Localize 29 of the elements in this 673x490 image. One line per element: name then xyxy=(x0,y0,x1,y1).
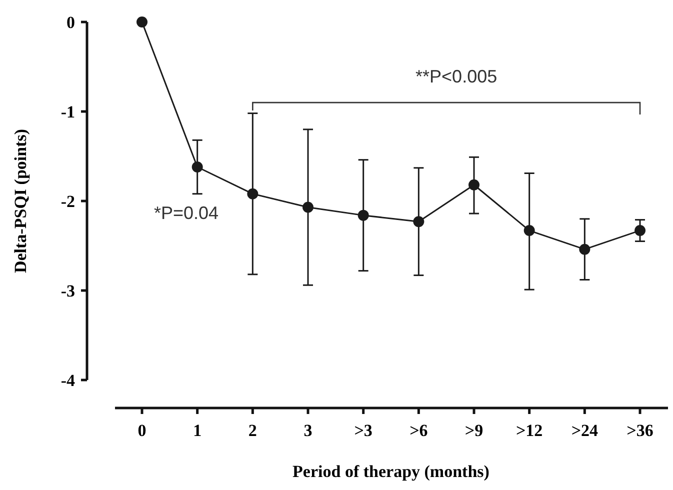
y-axis-title: Delta-PSQI (points) xyxy=(11,128,30,274)
y-tick-label: -2 xyxy=(60,192,75,211)
x-tick-label: >24 xyxy=(571,421,599,440)
x-tick-label: 2 xyxy=(248,421,257,440)
point xyxy=(524,225,535,236)
y-tick-label: -4 xyxy=(60,370,76,390)
x-tick-label: 1 xyxy=(193,421,202,440)
point xyxy=(634,225,646,236)
point xyxy=(302,202,314,213)
point xyxy=(468,179,480,190)
annotation: *P=0.04 xyxy=(154,202,219,223)
point xyxy=(136,16,148,28)
point xyxy=(192,161,203,172)
x-tick-label: >9 xyxy=(464,421,484,440)
annotation: **P<0.005 xyxy=(416,66,498,87)
point xyxy=(247,188,258,200)
y-tick-label: -1 xyxy=(60,102,75,122)
x-tick-label: >36 xyxy=(626,421,654,440)
x-tick-label: 0 xyxy=(138,421,146,440)
y-tick-label: 0 xyxy=(66,12,75,32)
point xyxy=(358,210,369,221)
x-tick-label: >6 xyxy=(410,421,428,440)
x-axis-title: Period of therapy (months) xyxy=(292,462,490,481)
point xyxy=(579,244,590,255)
x-tick-label: >12 xyxy=(516,421,543,440)
y-tick-label: -3 xyxy=(60,281,75,300)
point xyxy=(413,216,424,228)
x-tick-label: >3 xyxy=(354,421,372,440)
x-tick-label: 3 xyxy=(304,421,312,440)
